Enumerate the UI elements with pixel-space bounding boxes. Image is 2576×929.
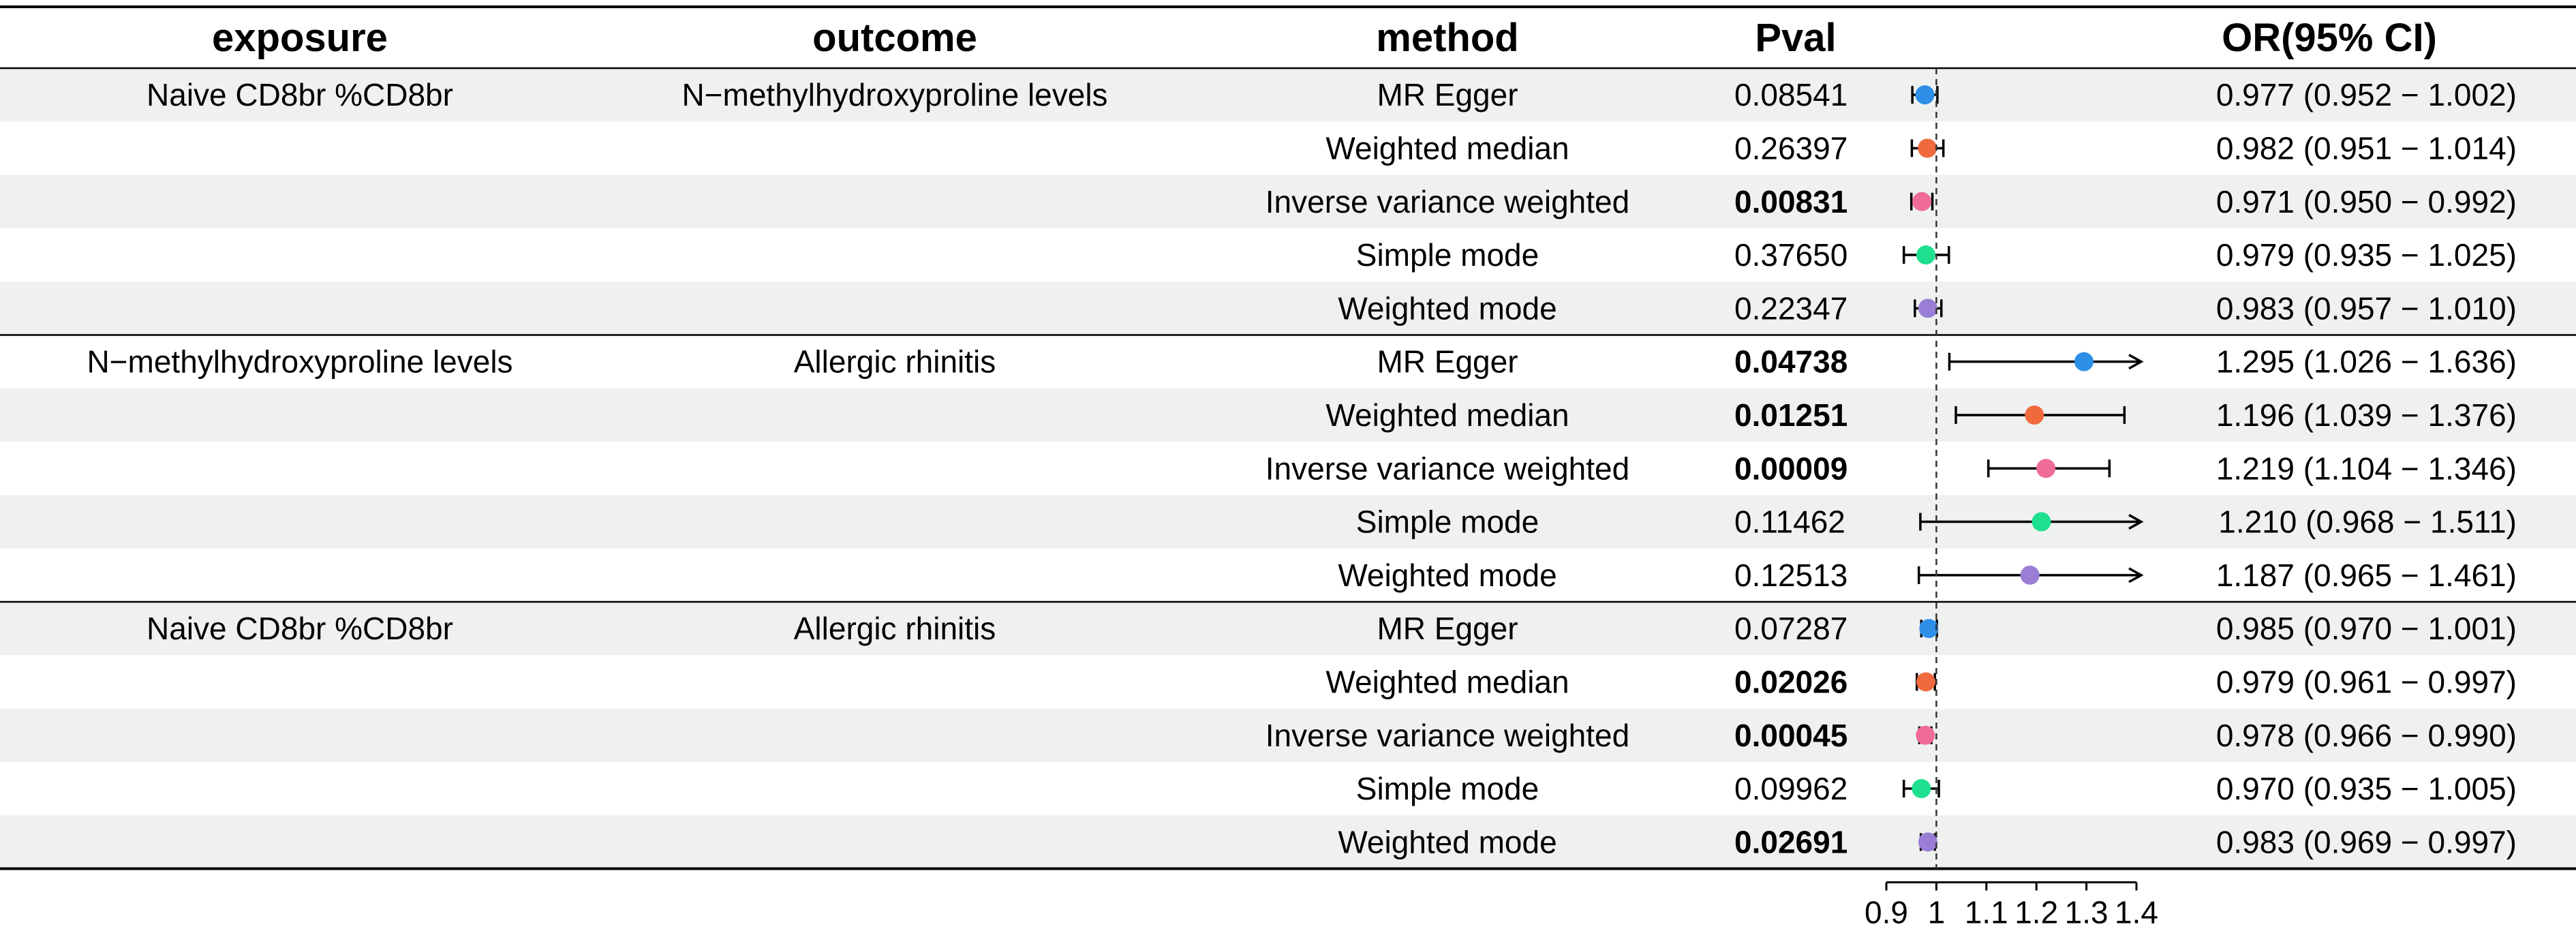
row-shade <box>0 495 2576 549</box>
method-label: Weighted mode <box>1338 290 1557 326</box>
or-ci-label: 0.983 (0.969 − 0.997) <box>2216 824 2517 859</box>
method-label: Inverse variance weighted <box>1266 718 1629 753</box>
row-shade <box>0 815 2576 869</box>
pval-value: 0.04738 <box>1734 344 1847 380</box>
method-label: Simple mode <box>1356 771 1539 806</box>
outcome-label: Allergic rhinitis <box>794 344 996 380</box>
pval-value: 0.09962 <box>1734 771 1847 806</box>
or-point <box>2074 352 2094 371</box>
or-ci-label: 0.983 (0.957 − 1.010) <box>2216 290 2517 326</box>
pval-value: 0.26397 <box>1734 130 1847 166</box>
or-ci-label: 0.982 (0.951 − 1.014) <box>2216 130 2517 166</box>
or-point <box>1919 619 1939 639</box>
or-ci-label: 1.295 (1.026 − 1.636) <box>2216 344 2517 380</box>
method-label: MR Egger <box>1377 77 1518 112</box>
or-point <box>2031 512 2051 532</box>
or-ci-label: 1.210 (0.968 − 1.511) <box>2218 504 2517 540</box>
ci-arrow-high <box>2128 354 2144 370</box>
or-ci-label: 0.979 (0.935 − 1.025) <box>2216 237 2517 273</box>
table-rules <box>0 5 2576 870</box>
outcome-label: N−methylhydroxyproline levels <box>681 77 1107 112</box>
header-pval: Pval <box>1755 16 1836 60</box>
x-tick-label: 1 <box>1928 895 1946 929</box>
x-tick-label: 0.9 <box>1865 895 1908 929</box>
pval-value: 0.11462 <box>1734 504 1845 540</box>
pval-value: 0.07287 <box>1734 611 1847 646</box>
forest-marks <box>1902 68 2144 869</box>
method-label: Weighted mode <box>1338 558 1557 593</box>
pval-value: 0.00045 <box>1734 718 1847 753</box>
ci-arrow-high <box>2128 514 2144 530</box>
pval-value: 0.02026 <box>1734 664 1847 699</box>
method-label: Inverse variance weighted <box>1266 451 1629 486</box>
outcome-label: Allergic rhinitis <box>794 611 996 646</box>
table-cells: Naive CD8br %CD8br N−methylhydroxyproline… <box>87 77 2517 859</box>
or-ci-label: 1.196 (1.039 − 1.376) <box>2216 397 2517 433</box>
exposure-label: Naive CD8br %CD8br <box>147 611 453 646</box>
header-exposure: exposure <box>212 16 388 60</box>
or-ci-label: 1.219 (1.104 − 1.346) <box>2216 451 2517 486</box>
pval-value: 0.22347 <box>1734 290 1847 326</box>
or-point <box>1916 672 1935 692</box>
or-point <box>1916 725 1935 745</box>
or-point <box>1918 832 1937 852</box>
x-axis: 0.9 1 1.1 1.2 1.3 1.4 <box>1865 881 2158 929</box>
exposure-label: Naive CD8br %CD8br <box>147 77 453 112</box>
row-shade <box>0 602 2576 656</box>
method-label: Inverse variance weighted <box>1266 184 1629 219</box>
pval-value: 0.02691 <box>1734 824 1847 859</box>
pval-value: 0.08541 <box>1734 77 1847 112</box>
method-label: Simple mode <box>1356 504 1539 540</box>
table-header: exposure outcome method Pval OR(95% CI) <box>212 16 2437 60</box>
ci-arrow-high <box>2128 567 2144 583</box>
x-tick-label: 1.2 <box>2014 895 2058 929</box>
method-label: Weighted median <box>1325 130 1569 166</box>
row-shade <box>0 708 2576 762</box>
row-shade <box>0 174 2576 228</box>
or-ci-label: 0.977 (0.952 − 1.002) <box>2216 77 2517 112</box>
header-method: method <box>1376 16 1518 60</box>
or-point <box>2025 405 2044 425</box>
pval-value: 0.37650 <box>1734 237 1847 273</box>
or-point <box>1912 779 1931 799</box>
method-label: MR Egger <box>1377 344 1518 380</box>
pval-value: 0.12513 <box>1734 558 1847 593</box>
or-ci-label: 0.970 (0.935 − 1.005) <box>2216 771 2517 806</box>
pval-value: 0.00831 <box>1734 184 1847 219</box>
or-point <box>1918 138 1937 158</box>
x-tick-label: 1.3 <box>2065 895 2109 929</box>
header-outcome: outcome <box>812 16 977 60</box>
or-ci-label: 0.979 (0.961 − 0.997) <box>2216 664 2517 699</box>
exposure-label: N−methylhydroxyproline levels <box>87 344 512 380</box>
or-point <box>1912 192 1932 211</box>
or-point <box>2020 565 2040 585</box>
or-ci-label: 0.985 (0.970 − 1.001) <box>2216 611 2517 646</box>
pval-value: 0.00009 <box>1734 451 1847 486</box>
or-point <box>1918 299 1937 318</box>
row-shade <box>0 281 2576 335</box>
or-point <box>1915 85 1935 105</box>
method-label: Weighted median <box>1325 664 1569 699</box>
method-label: Weighted median <box>1325 397 1569 433</box>
or-ci-label: 0.978 (0.966 − 0.990) <box>2216 718 2517 753</box>
or-point <box>1916 245 1935 265</box>
header-or-ci: OR(95% CI) <box>2222 16 2437 60</box>
or-ci-label: 0.971 (0.950 − 0.992) <box>2216 184 2517 219</box>
row-shade <box>0 388 2576 442</box>
x-tick-label: 1.1 <box>1965 895 2008 929</box>
or-point <box>2036 459 2056 478</box>
x-tick-label: 1.4 <box>2115 895 2158 929</box>
row-shading <box>0 68 2576 869</box>
row-shade <box>0 68 2576 122</box>
method-label: Simple mode <box>1356 237 1539 273</box>
or-ci-label: 1.187 (0.965 − 1.461) <box>2216 558 2517 593</box>
method-label: Weighted mode <box>1338 824 1557 859</box>
method-label: MR Egger <box>1377 611 1518 646</box>
pval-value: 0.01251 <box>1734 397 1847 433</box>
